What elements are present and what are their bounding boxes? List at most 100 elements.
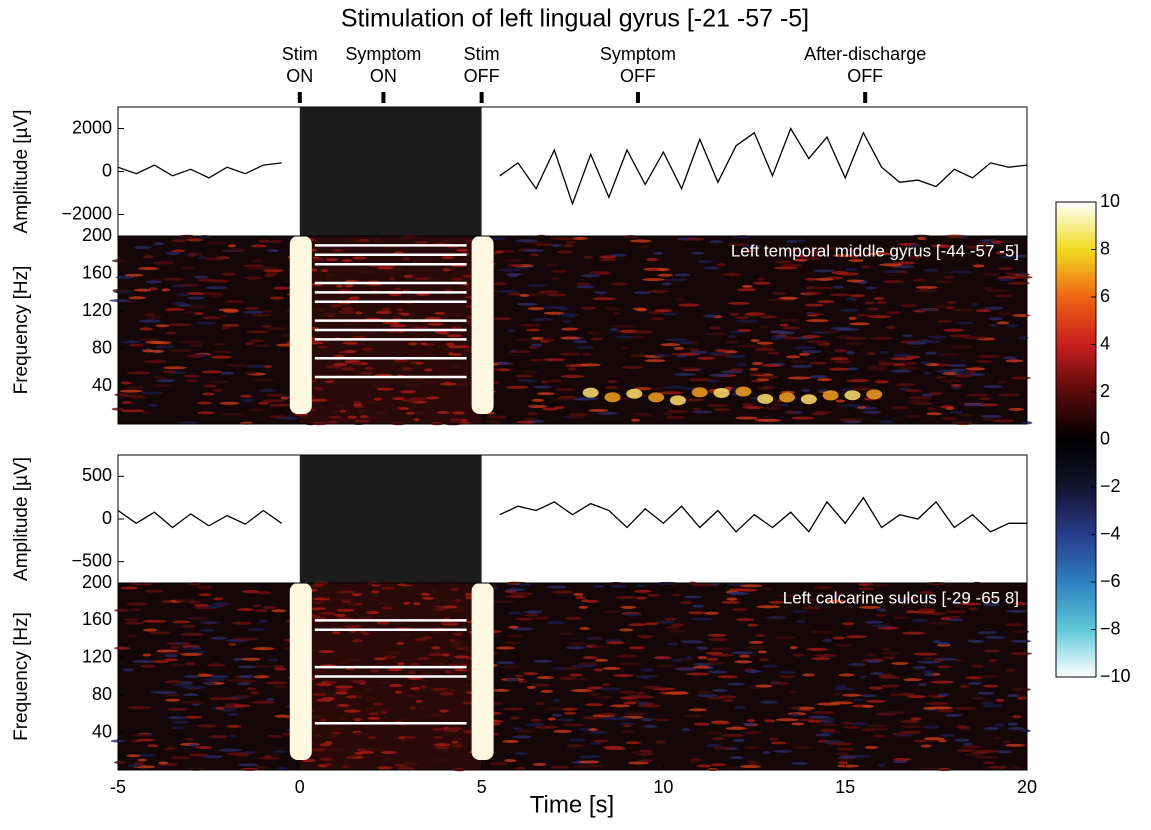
heatmap-cell bbox=[158, 761, 169, 765]
heatmap-cell bbox=[148, 403, 159, 407]
heatmap-cell bbox=[632, 330, 654, 334]
heatmap-cell bbox=[256, 266, 278, 270]
heatmap-cell bbox=[656, 664, 674, 668]
heatmap-cell bbox=[194, 311, 204, 315]
heatmap-cell bbox=[238, 763, 259, 767]
heatmap-cell bbox=[198, 278, 217, 282]
heatmap-cell bbox=[188, 743, 199, 747]
heatmap-cell bbox=[515, 338, 535, 342]
heatmap-cell bbox=[388, 651, 404, 655]
heatmap-cell bbox=[234, 694, 253, 698]
heatmap-cell bbox=[956, 748, 976, 752]
heatmap-cell bbox=[891, 732, 911, 736]
heatmap-cell bbox=[397, 406, 410, 410]
heatmap-cell bbox=[355, 748, 368, 752]
heatmap-cell bbox=[834, 349, 848, 353]
heatmap-cell bbox=[661, 282, 672, 286]
heatmap-cell bbox=[856, 313, 871, 317]
heatmap-cell bbox=[246, 687, 257, 691]
heatmap-cell bbox=[166, 693, 182, 697]
heatmap-cell bbox=[573, 764, 592, 768]
heatmap-cell bbox=[585, 703, 604, 707]
heatmap-cell bbox=[426, 277, 442, 281]
heatmap-cell bbox=[495, 250, 504, 254]
heatmap-cell bbox=[889, 693, 903, 697]
heatmap-cell bbox=[441, 256, 454, 260]
heatmap-cell bbox=[791, 722, 804, 726]
heatmap-cell bbox=[333, 362, 348, 366]
heatmap-cell bbox=[711, 737, 725, 741]
heatmap-cell bbox=[946, 300, 957, 304]
heatmap-cell bbox=[152, 660, 169, 664]
heatmap-cell bbox=[806, 647, 828, 651]
heatmap-cell bbox=[858, 587, 875, 591]
heatmap-cell bbox=[516, 420, 536, 424]
heatmap-cell bbox=[964, 403, 986, 407]
heatmap-cell bbox=[265, 393, 285, 397]
heatmap-cell bbox=[709, 240, 723, 244]
heatmap-cell bbox=[451, 740, 459, 744]
heatmap-cell bbox=[404, 383, 421, 387]
heatmap-cell bbox=[167, 716, 187, 720]
heatmap-cell bbox=[140, 391, 163, 395]
heatmap-cell bbox=[137, 738, 155, 742]
heatmap-cell bbox=[414, 638, 427, 642]
heatmap-cell bbox=[759, 375, 779, 379]
heatmap-cell bbox=[772, 291, 786, 295]
heatmap-cell bbox=[337, 661, 349, 665]
heatmap-cell bbox=[141, 411, 152, 415]
heatmap-cell bbox=[828, 742, 852, 746]
x-tick-label: -5 bbox=[110, 777, 126, 797]
heatmap-cell bbox=[370, 669, 379, 673]
heatmap-cell bbox=[138, 753, 157, 757]
heatmap-cell bbox=[867, 583, 890, 587]
heatmap-cell bbox=[418, 706, 426, 710]
heatmap-cell bbox=[433, 736, 443, 740]
heatmap-cell bbox=[768, 600, 786, 604]
heatmap-cell bbox=[266, 249, 280, 253]
heatmap-cell bbox=[829, 293, 854, 297]
heatmap-cell bbox=[774, 636, 795, 640]
heatmap-cell bbox=[609, 584, 628, 588]
heatmap-cell bbox=[375, 310, 392, 314]
heatmap-cell bbox=[854, 252, 864, 256]
heatmap-cell bbox=[551, 243, 563, 247]
heatmap-cell bbox=[728, 243, 748, 247]
heatmap-cell bbox=[759, 325, 769, 329]
heatmap-cell bbox=[664, 338, 688, 342]
heatmap-cell bbox=[434, 311, 446, 315]
heatmap-cell bbox=[272, 750, 288, 754]
heatmap-cell bbox=[462, 648, 472, 652]
heatmap-cell bbox=[240, 394, 252, 398]
y-tick-label: 120 bbox=[82, 647, 112, 667]
y-axis-label: Amplitude [µV] bbox=[11, 110, 32, 234]
heatmap-cell bbox=[702, 266, 713, 270]
heatmap-cell bbox=[640, 718, 654, 722]
heatmap-cell bbox=[506, 385, 529, 389]
heatmap-cell bbox=[923, 268, 939, 272]
heatmap-cell bbox=[445, 342, 455, 346]
heatmap-cell bbox=[402, 694, 418, 698]
heatmap-cell bbox=[120, 340, 142, 344]
heatmap-cell bbox=[757, 344, 775, 348]
heatmap-cell bbox=[515, 617, 534, 621]
heatmap-cell bbox=[262, 606, 277, 610]
heatmap-cell bbox=[758, 658, 770, 662]
heatmap-cell bbox=[747, 372, 766, 376]
heatmap-cell bbox=[553, 699, 562, 703]
heatmap-cell bbox=[512, 727, 523, 731]
heatmap-cell bbox=[918, 682, 927, 686]
heatmap-cell bbox=[567, 367, 576, 371]
heatmap-cell bbox=[500, 665, 520, 669]
heatmap-cell bbox=[877, 763, 887, 767]
heatmap-cell bbox=[383, 655, 397, 659]
heatmap-cell bbox=[1012, 715, 1022, 719]
heatmap-cell bbox=[630, 418, 641, 422]
heatmap-cell bbox=[202, 681, 216, 685]
heatmap-cell bbox=[730, 756, 744, 760]
heatmap-cell bbox=[978, 397, 990, 401]
heatmap-cell bbox=[636, 596, 647, 600]
heatmap-cell bbox=[728, 588, 750, 592]
heatmap-cell bbox=[381, 586, 395, 590]
heatmap-cell bbox=[1013, 602, 1027, 606]
